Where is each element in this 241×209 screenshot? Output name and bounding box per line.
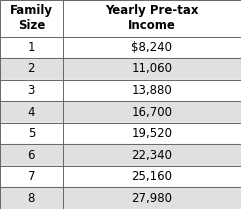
Text: 25,160: 25,160 [131,170,172,183]
Text: 1: 1 [27,41,35,54]
Text: 6: 6 [27,149,35,162]
Bar [0,58,241,80]
Bar [0,144,241,166]
Text: 22,340: 22,340 [131,149,172,162]
Bar [0,123,241,144]
Text: 13,880: 13,880 [131,84,172,97]
Text: $8,240: $8,240 [131,41,172,54]
Text: 8: 8 [28,192,35,205]
Bar [0,80,241,101]
Text: 3: 3 [28,84,35,97]
Bar [0,0,241,37]
Text: 27,980: 27,980 [131,192,172,205]
Text: 2: 2 [27,62,35,75]
Text: 4: 4 [27,106,35,119]
Bar [0,187,241,209]
Text: Family
Size: Family Size [10,4,53,32]
Text: 16,700: 16,700 [131,106,172,119]
Bar [0,166,241,187]
Text: 11,060: 11,060 [131,62,172,75]
Bar [0,37,241,58]
Text: 19,520: 19,520 [131,127,172,140]
Text: 5: 5 [28,127,35,140]
Text: 7: 7 [27,170,35,183]
Bar [0,101,241,123]
Text: Yearly Pre-tax
Income: Yearly Pre-tax Income [105,4,199,32]
